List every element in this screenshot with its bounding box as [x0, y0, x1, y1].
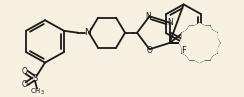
- Text: N: N: [168, 18, 173, 27]
- Text: CH$_3$: CH$_3$: [30, 86, 44, 97]
- Text: S: S: [32, 74, 38, 83]
- Polygon shape: [182, 24, 217, 62]
- Text: N: N: [84, 28, 91, 37]
- Polygon shape: [180, 26, 220, 60]
- Text: F: F: [181, 46, 186, 55]
- Text: O: O: [22, 67, 28, 76]
- Text: O: O: [22, 80, 28, 89]
- Text: O: O: [147, 46, 152, 55]
- Text: N: N: [146, 12, 151, 21]
- Polygon shape: [182, 24, 217, 62]
